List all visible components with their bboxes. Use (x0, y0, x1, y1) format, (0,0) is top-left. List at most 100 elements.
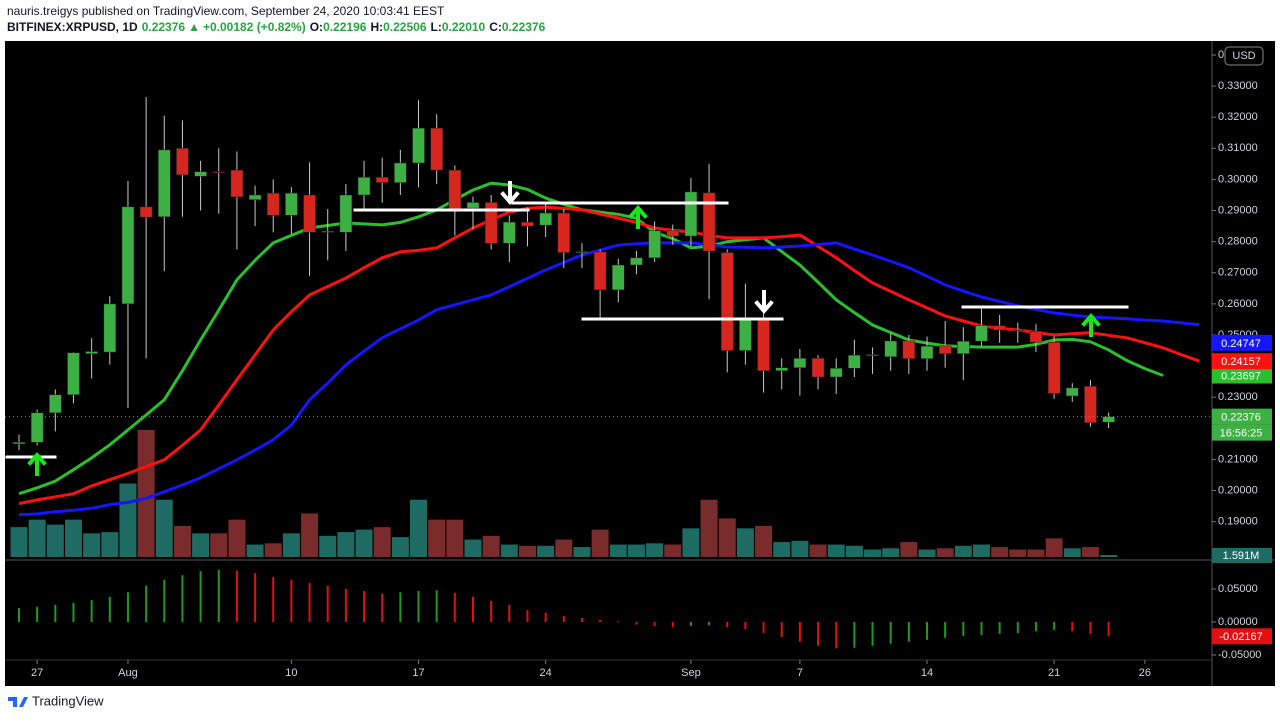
volume-bar (918, 549, 936, 557)
chart-background (5, 41, 1275, 686)
plot: 0.190000.200000.210000.220000.230000.240… (5, 49, 1272, 679)
volume-bar (864, 549, 882, 557)
histogram-bar (126, 592, 129, 622)
histogram-bar (1034, 621, 1037, 632)
y-tick-label: 0.31000 (1218, 142, 1258, 154)
volume-bar (282, 533, 300, 557)
x-tick-label: 21 (1048, 667, 1060, 679)
down-arrow (500, 181, 520, 206)
x-tick-label: 14 (921, 667, 933, 679)
histogram-bar (72, 602, 75, 622)
candle-body (121, 206, 135, 305)
price-label: 0.23697 (1221, 370, 1261, 382)
y-tick-label: 0.33000 (1218, 80, 1258, 92)
candle-body (49, 394, 62, 414)
candle-body (575, 251, 589, 253)
candle-body (1066, 387, 1079, 397)
volume-bar (991, 547, 1009, 557)
histogram-bar (235, 570, 238, 622)
candle-body (194, 171, 207, 177)
histogram-bar (998, 621, 1001, 634)
volume-bar (83, 533, 101, 557)
histogram-bar (1071, 621, 1074, 632)
y-tick-label: 0.20000 (1218, 484, 1258, 496)
footer-brand: TradingView (32, 693, 104, 708)
histogram-bar (1107, 621, 1110, 637)
histogram-bar (145, 585, 148, 622)
volume-bar (718, 518, 736, 557)
volume-bar (446, 519, 464, 557)
volume-bar (464, 539, 482, 557)
candle-body (1029, 331, 1043, 343)
histogram-bar (290, 579, 293, 622)
symbol: BITFINEX:XRPUSD, 1D (7, 20, 138, 34)
volume-bar (192, 533, 210, 557)
histogram-bar (980, 621, 983, 636)
candle-body (811, 358, 825, 378)
histogram-bar (907, 621, 910, 642)
candle-body (394, 162, 407, 183)
histogram-bar (54, 604, 57, 622)
volume-bar (428, 519, 446, 557)
volume-bar (882, 548, 900, 557)
volume-bar (101, 532, 119, 557)
histogram-bar (926, 621, 928, 640)
histogram-bar (490, 600, 493, 622)
candle-body (339, 194, 353, 233)
candle-body (720, 252, 734, 351)
histogram-bar (762, 621, 765, 634)
histogram-bar (363, 590, 366, 622)
price-label-box (1212, 353, 1272, 370)
volume-bar (700, 499, 718, 557)
candle-body (702, 192, 716, 252)
histogram-bar (562, 616, 565, 622)
volume-bar (173, 525, 191, 557)
candle-body (230, 169, 244, 198)
histogram-bar (381, 593, 384, 622)
candle-body (466, 202, 480, 209)
volume-bar (773, 542, 791, 557)
currency-badge[interactable] (1224, 46, 1264, 66)
volume-bar (809, 544, 827, 557)
candle-body (775, 367, 788, 372)
candle-body (139, 206, 153, 218)
histogram-bar (308, 583, 311, 622)
histogram-bar (780, 621, 783, 638)
candle-body (1084, 386, 1097, 423)
volume-bar (555, 539, 573, 557)
histogram-bar (580, 618, 583, 622)
histogram-bar (1016, 621, 1019, 634)
candle-body (67, 352, 80, 395)
histogram-bar (272, 577, 275, 622)
candle-body (848, 354, 861, 369)
candle-body (285, 192, 298, 216)
histogram-bar (526, 610, 529, 622)
y-tick-label: 0.23000 (1218, 391, 1258, 403)
volume-bar (537, 545, 555, 557)
histogram-bar (108, 596, 111, 622)
volume-bar (319, 535, 337, 557)
candle-body (266, 192, 280, 216)
volume-bar (28, 519, 46, 557)
candle-body (158, 149, 171, 218)
volume-bar (119, 483, 137, 557)
price-label-box (1212, 628, 1272, 645)
y-tick-label: 0.28000 (1218, 236, 1258, 248)
y-tick-label: 0.05000 (1218, 583, 1258, 595)
candle-body (412, 127, 425, 164)
change: +0.00182 (+0.82%) (203, 20, 306, 34)
volume-bar (518, 545, 536, 557)
candle-body (321, 231, 334, 233)
logo-icon (8, 697, 28, 707)
candle-body (248, 194, 262, 200)
candle-body (648, 230, 661, 259)
volume-bar (1027, 549, 1045, 557)
histogram-bar (962, 621, 965, 636)
volume-bar (591, 529, 609, 557)
price-label-box (1212, 334, 1272, 351)
histogram-bar (254, 573, 257, 622)
candle-body (739, 319, 752, 351)
histogram-bar (599, 620, 602, 622)
ohlc-value: 0.22376 (502, 20, 546, 34)
histogram-bar (708, 621, 711, 626)
